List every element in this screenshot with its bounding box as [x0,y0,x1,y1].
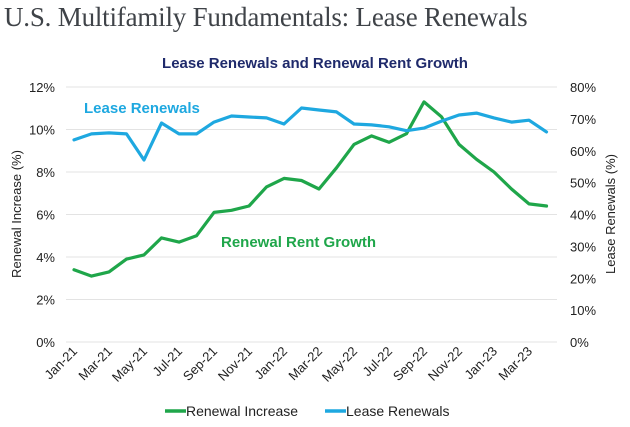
left-axis-tick-label: 4% [36,250,55,265]
legend-label-lease-renewals: Lease Renewals [346,403,450,419]
right-axis-tick-label: 10% [570,303,596,318]
annotation-lease-renewals: Lease Renewals [84,100,200,117]
x-axis-tick-label: Mar-23 [495,344,535,384]
series-line-lease-renewals [72,106,549,162]
left-axis-tick-label: 0% [36,335,55,350]
right-axis-tick-label: 20% [570,271,596,286]
right-axis-label: Lease Renewals (%) [603,154,618,274]
left-axis-label: Renewal Increase (%) [9,150,24,278]
x-axis-tick-label: May-21 [109,344,150,385]
left-axis-tick-label: 8% [36,165,55,180]
series-lines [72,100,549,278]
x-axis-tick-label: Mar-22 [285,344,325,384]
left-axis-ticks: 0% 2% 4% 6% 8% 10% 12% [29,80,55,350]
x-axis-tick-label: Jan-22 [251,344,290,383]
right-axis-tick-label: 80% [570,80,596,95]
right-axis-tick-label: 60% [570,144,596,159]
x-axis-tick-label: May-22 [319,344,360,385]
annotation-renewal-rent-growth: Renewal Rent Growth [221,234,376,251]
x-axis-tick-label: Jan-23 [461,344,500,383]
left-axis-tick-label: 12% [29,80,55,95]
series-line-renewal-increase [72,100,549,278]
right-axis-tick-label: 50% [570,176,596,191]
chart-title: Lease Renewals and Renewal Rent Growth [162,55,468,72]
right-axis-tick-label: 70% [570,112,596,127]
x-axis-tick-label: Sep-21 [180,344,220,384]
gridlines [66,86,557,343]
right-axis-tick-label: 40% [570,208,596,223]
legend-label-renewal-increase: Renewal Increase [186,403,298,419]
x-axis-tick-label: Nov-21 [215,344,255,384]
right-axis-tick-label: 0% [570,335,589,350]
left-axis-tick-label: 6% [36,208,55,223]
right-axis-tick-label: 30% [570,239,596,254]
x-axis-tick-label: Sep-22 [390,344,430,384]
x-axis-tick-label: Nov-22 [425,344,465,384]
x-axis-tick-label: Mar-21 [75,344,115,384]
legend: Renewal Increase Lease Renewals [165,403,450,419]
page-title: U.S. Multifamily Fundamentals: Lease Ren… [4,2,528,32]
left-axis-tick-label: 2% [36,293,55,308]
right-axis-ticks: 0% 10% 20% 30% 40% 50% 60% 70% 80% [570,80,596,350]
left-axis-tick-label: 10% [29,123,55,138]
